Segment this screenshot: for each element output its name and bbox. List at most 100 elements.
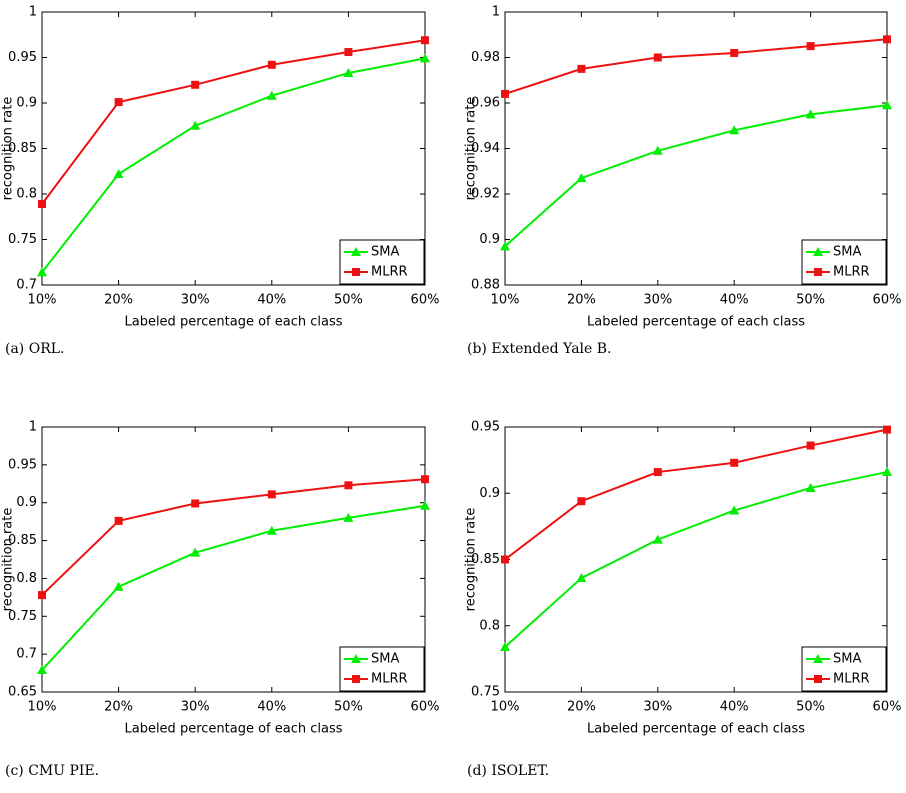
data-point <box>882 100 892 110</box>
series-line <box>41 478 426 596</box>
data-point <box>805 482 816 492</box>
caption: (a) ORL. <box>5 341 65 357</box>
data-point <box>421 475 429 484</box>
series-line <box>504 104 888 248</box>
legend-marker <box>813 247 823 256</box>
y-tick-label: 0.8 <box>479 618 500 633</box>
y-tick-label: 0.8 <box>16 187 37 202</box>
x-tick-label: 10% <box>491 293 520 308</box>
caption: (b) Extended Yale B. <box>467 341 612 357</box>
y-axis-label: recognition rate <box>464 508 479 612</box>
y-tick-label: 0.96 <box>471 96 500 111</box>
data-point <box>729 125 740 135</box>
y-tick-label: 0.65 <box>8 685 37 700</box>
data-point <box>267 60 276 69</box>
x-tick-label: 20% <box>567 700 596 715</box>
data-point <box>37 267 47 277</box>
data-point <box>114 516 123 525</box>
x-tick-label: 30% <box>643 700 672 715</box>
data-point <box>501 89 509 98</box>
y-tick-label: 0.75 <box>471 685 500 700</box>
legend-label: MLRR <box>833 672 870 687</box>
legend-box <box>339 646 425 692</box>
legend-marker <box>814 268 822 276</box>
legend-box <box>339 239 425 285</box>
legend-label: SMA <box>833 245 861 260</box>
series-line <box>41 504 426 671</box>
y-tick-label: 0.98 <box>471 50 500 65</box>
data-point <box>343 67 354 77</box>
y-tick-label: 1 <box>29 5 37 20</box>
y-axis-label: recognition rate <box>464 97 479 201</box>
x-tick-label: 10% <box>28 700 57 715</box>
y-tick-label: 0.7 <box>16 647 37 662</box>
x-tick-label: 40% <box>720 293 749 308</box>
data-point <box>113 581 124 591</box>
data-point <box>190 547 201 557</box>
data-point <box>38 200 46 209</box>
legend-marker <box>351 654 361 663</box>
legend-box <box>801 239 887 285</box>
y-tick-label: 0.9 <box>16 96 37 111</box>
data-point <box>576 573 587 583</box>
data-point <box>500 241 510 251</box>
data-point <box>805 109 816 119</box>
data-point <box>191 499 200 508</box>
x-tick-label: 20% <box>104 700 133 715</box>
x-axis-label: Labeled percentage of each class <box>124 722 342 737</box>
y-tick-label: 1 <box>29 420 37 435</box>
x-tick-label: 50% <box>796 293 825 308</box>
data-point <box>113 168 124 178</box>
data-point <box>501 555 509 564</box>
x-tick-label: 30% <box>643 293 672 308</box>
caption: (d) ISOLET. <box>467 763 549 779</box>
data-point <box>806 42 815 51</box>
y-tick-label: 0.85 <box>8 533 37 548</box>
data-point <box>730 458 739 467</box>
data-point <box>577 64 586 73</box>
x-tick-label: 40% <box>720 700 749 715</box>
data-point <box>883 35 891 44</box>
data-point <box>576 173 587 183</box>
plot-frame <box>41 426 426 693</box>
x-tick-label: 20% <box>567 293 596 308</box>
data-point <box>421 36 429 45</box>
data-point <box>883 425 891 434</box>
caption: (c) CMU PIE. <box>5 763 99 779</box>
legend-label: SMA <box>833 652 861 667</box>
series-line <box>41 57 426 273</box>
legend-marker <box>352 268 360 276</box>
data-point <box>343 512 354 522</box>
y-tick-label: 0.85 <box>471 552 500 567</box>
data-point <box>882 467 892 477</box>
series-line <box>504 471 888 648</box>
y-tick-label: 0.92 <box>471 187 500 202</box>
y-tick-label: 1 <box>492 5 500 20</box>
y-tick-label: 0.95 <box>8 457 37 472</box>
data-point <box>266 90 277 100</box>
data-point <box>500 641 510 651</box>
y-axis-label: recognition rate <box>1 97 16 201</box>
x-tick-label: 20% <box>104 293 133 308</box>
y-tick-label: 0.85 <box>8 141 37 156</box>
data-point <box>729 505 740 515</box>
x-tick-label: 50% <box>334 700 363 715</box>
y-tick-label: 0.9 <box>479 232 500 247</box>
x-tick-label: 50% <box>334 293 363 308</box>
y-tick-label: 0.95 <box>471 420 500 435</box>
x-tick-label: 30% <box>181 293 210 308</box>
data-point <box>37 665 47 675</box>
x-tick-label: 60% <box>411 293 440 308</box>
series-line <box>504 428 888 561</box>
x-tick-label: 50% <box>796 700 825 715</box>
data-point <box>577 497 586 506</box>
data-point <box>114 98 123 107</box>
x-axis-label: Labeled percentage of each class <box>587 722 805 737</box>
data-point <box>38 591 46 600</box>
y-tick-label: 0.7 <box>16 278 37 293</box>
y-tick-label: 0.75 <box>8 232 37 247</box>
data-point <box>653 468 662 477</box>
data-point <box>652 145 663 155</box>
data-point <box>420 53 430 63</box>
